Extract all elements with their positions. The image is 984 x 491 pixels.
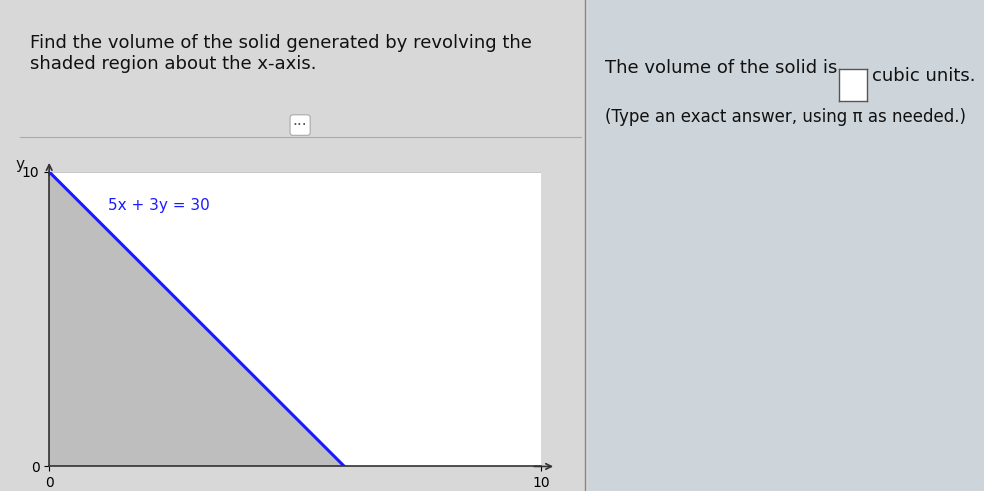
Text: ···: ··· [293, 117, 307, 133]
Y-axis label: y: y [15, 157, 25, 172]
Text: The volume of the solid is: The volume of the solid is [605, 59, 837, 77]
Text: Find the volume of the solid generated by revolving the
shaded region about the : Find the volume of the solid generated b… [30, 34, 531, 73]
Polygon shape [49, 172, 344, 466]
Text: (Type an exact answer, using π as needed.): (Type an exact answer, using π as needed… [605, 108, 966, 126]
Text: 5x + 3y = 30: 5x + 3y = 30 [108, 198, 210, 213]
Text: cubic units.: cubic units. [872, 67, 975, 85]
